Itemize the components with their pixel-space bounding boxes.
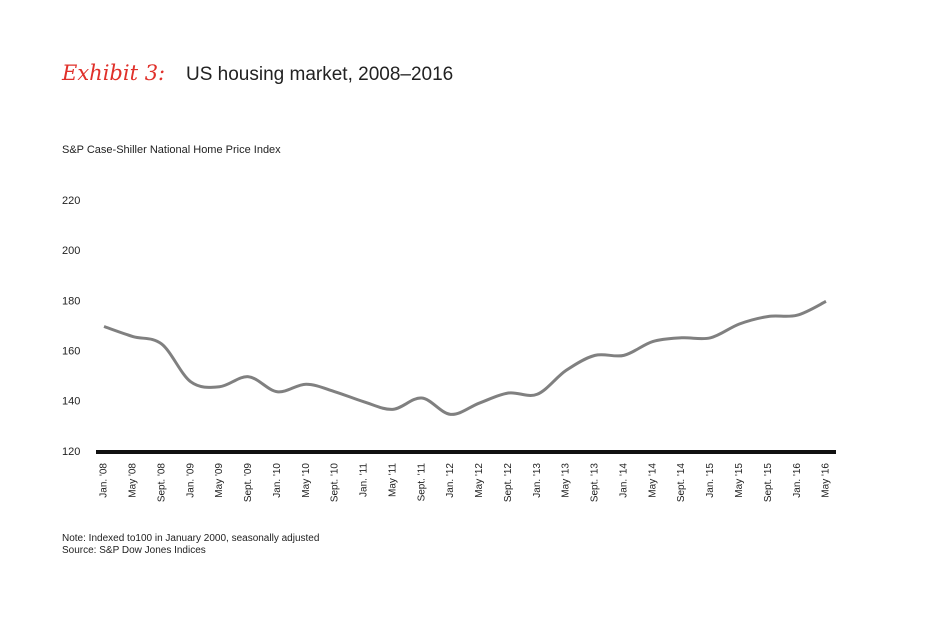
x-tick-label: Sept. '10 [330,463,341,503]
chart-title: US housing market, 2008–2016 [186,64,453,85]
x-tick-label: Jan. '10 [272,463,283,498]
title-prefix: Exhibit 3: [61,61,165,85]
x-tick-label: May '15 [734,463,745,498]
x-tick-label: May '08 [128,463,139,498]
x-tick-label: Sept. '14 [676,463,687,503]
note: Note: Indexed to100 in January 2000, sea… [62,533,319,544]
x-tick-label: Jan. '08 [99,463,110,498]
x-tick-label: Sept. '15 [763,463,774,503]
y-tick-label: 180 [62,295,80,307]
x-tick-label: Sept. '11 [416,463,427,502]
x-tick-label: May '13 [561,463,572,498]
y-tick-label: 160 [62,346,80,358]
x-tick-label: Sept. '12 [503,463,514,503]
x-tick-label: Jan. '12 [445,463,456,498]
x-tick-label: Jan. '16 [792,463,803,498]
x-tick-label: Sept. '08 [156,463,167,503]
x-tick-label: May '16 [821,463,832,498]
y-tick-label: 140 [62,396,80,408]
x-tick-label: Jan. '09 [185,463,196,498]
x-tick-label: Jan. '14 [618,463,629,498]
x-tick-label: May '12 [474,463,485,498]
x-tick-label: Jan. '13 [532,463,543,498]
x-tick-label: May '09 [214,463,225,498]
x-tick-label: May '10 [301,463,312,498]
y-tick-label: 220 [62,195,80,207]
x-tick-label: May '14 [647,463,658,498]
line-series [103,300,827,416]
source: Source: S&P Dow Jones Indices [62,545,206,556]
x-tick-label: May '11 [387,463,398,497]
x-tick-label: Jan. '15 [705,463,716,498]
y-tick-label: 200 [62,245,80,257]
x-tick-label: Jan. '11 [359,463,370,497]
x-tick-label: Sept. '09 [243,463,254,503]
y-axis-label: S&P Case-Shiller National Home Price Ind… [62,144,281,156]
x-tick-label: Sept. '13 [590,463,601,503]
y-tick-label: 120 [62,446,80,458]
